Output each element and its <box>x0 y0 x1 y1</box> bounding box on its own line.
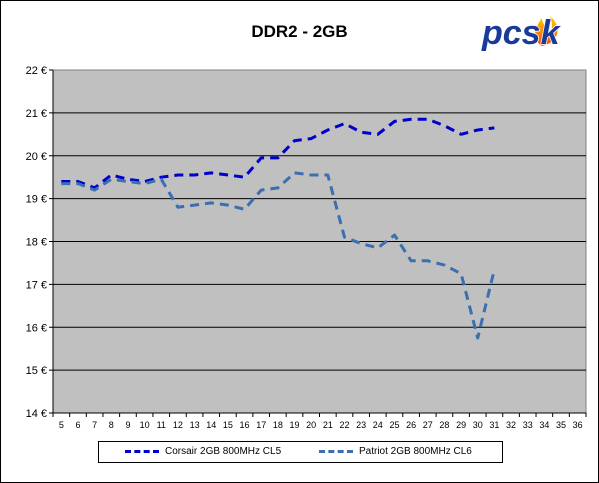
x-tick-label: 13 <box>190 420 200 430</box>
x-tick-label: 22 <box>339 420 349 430</box>
x-tick-label: 11 <box>157 420 166 430</box>
x-tick-label: 31 <box>489 420 499 430</box>
y-tick-label: 17 € <box>26 279 47 291</box>
chart-title: DDR2 - 2GB <box>251 22 348 41</box>
legend-swatch-corsair <box>125 450 159 453</box>
x-tick-label: 32 <box>506 420 516 430</box>
x-tick-label: 24 <box>373 420 383 430</box>
series-line-corsair <box>61 117 495 190</box>
series-line-patriot <box>61 171 496 340</box>
y-tick-label: 21 € <box>26 108 47 120</box>
x-tick-label: 34 <box>539 420 549 430</box>
x-tick-label: 17 <box>256 420 266 430</box>
x-tick-label: 30 <box>473 420 483 430</box>
x-tick-label: 20 <box>306 420 316 430</box>
y-tick-label: 20 € <box>26 151 47 163</box>
y-tick-label: 18 € <box>26 237 47 249</box>
x-tick-label: 36 <box>573 420 583 430</box>
x-tick-label: 5 <box>59 420 64 430</box>
y-tick-label: 14 € <box>26 408 47 420</box>
x-tick-label: 33 <box>523 420 533 430</box>
legend-item-corsair: Corsair 2GB 800MHz CL5 <box>125 446 281 457</box>
legend-label-patriot: Patriot 2GB 800MHz CL6 <box>359 446 472 457</box>
x-tick-label: 21 <box>323 420 333 430</box>
svg-text:pcsk: pcsk <box>481 14 562 52</box>
legend: Corsair 2GB 800MHz CL5 Patriot 2GB 800MH… <box>98 441 503 463</box>
x-tick-label: 16 <box>240 420 250 430</box>
pcsk-logo: pcsk <box>480 13 562 53</box>
y-tick-label: 22 € <box>26 65 47 77</box>
x-tick-label: 35 <box>556 420 566 430</box>
x-tick-label: 9 <box>125 420 130 430</box>
x-tick-label: 12 <box>173 420 183 430</box>
x-tick-label: 28 <box>439 420 449 430</box>
x-tick-label: 19 <box>290 420 300 430</box>
x-tick-label: 26 <box>406 420 416 430</box>
x-tick-label: 6 <box>75 420 80 430</box>
x-tick-label: 27 <box>423 420 433 430</box>
x-tick-label: 8 <box>109 420 114 430</box>
legend-label-corsair: Corsair 2GB 800MHz CL5 <box>165 446 282 457</box>
x-tick-label: 15 <box>223 420 233 430</box>
x-tick-label: 25 <box>389 420 399 430</box>
legend-swatch-patriot <box>319 450 353 453</box>
y-tick-label: 19 € <box>26 194 47 206</box>
x-tick-label: 14 <box>206 420 216 430</box>
x-tick-label: 10 <box>140 420 150 430</box>
y-tick-label: 16 € <box>26 322 47 334</box>
x-tick-label: 18 <box>273 420 283 430</box>
y-tick-label: 15 € <box>26 365 47 377</box>
x-tick-label: 7 <box>92 420 97 430</box>
x-tick-label: 23 <box>356 420 366 430</box>
x-tick-label: 29 <box>456 420 466 430</box>
legend-item-patriot: Patriot 2GB 800MHz CL6 <box>319 446 472 457</box>
